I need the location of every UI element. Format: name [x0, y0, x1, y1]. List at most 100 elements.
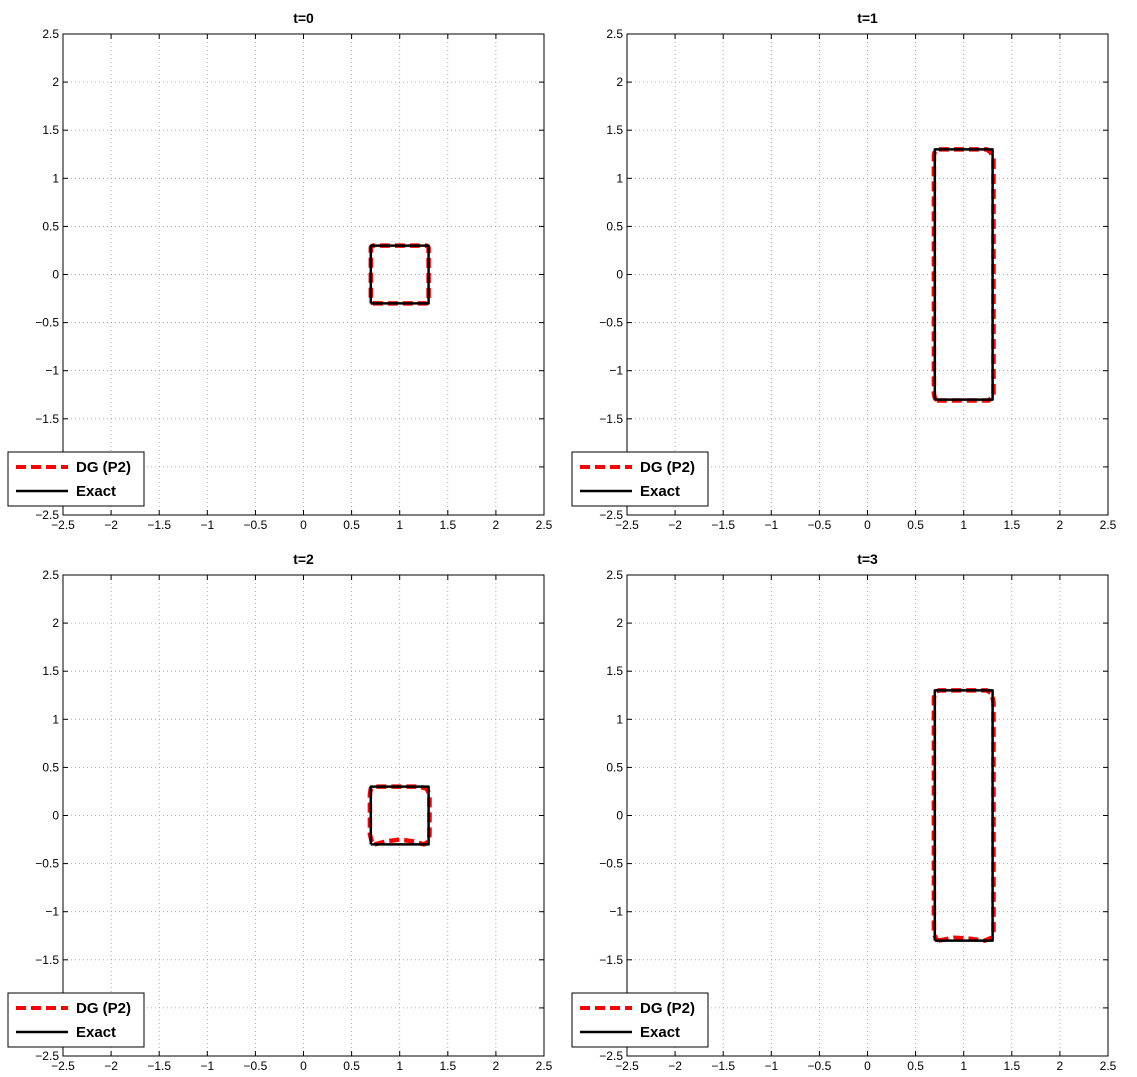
panel-title: t=1 — [857, 10, 878, 26]
x-tick-label: 2 — [1057, 1059, 1064, 1073]
y-tick-label: −0.5 — [35, 857, 59, 871]
x-tick-label: 2.5 — [536, 518, 553, 532]
x-tick-label: −1.5 — [147, 1059, 171, 1073]
legend-label: DG (P2) — [76, 459, 131, 476]
panel-title: t=2 — [293, 551, 314, 567]
y-tick-label: −0.5 — [599, 857, 623, 871]
y-tick-label: −0.5 — [599, 316, 623, 330]
x-tick-label: 0 — [864, 1059, 871, 1073]
legend-box — [571, 451, 709, 507]
x-tick-label: −1 — [200, 1059, 214, 1073]
x-tick-label: 1.5 — [439, 1059, 456, 1073]
x-tick-label: −2 — [104, 518, 118, 532]
y-tick-label: −2.5 — [35, 508, 59, 522]
x-tick-label: 1 — [960, 1059, 967, 1073]
x-tick-label: −2 — [104, 1059, 118, 1073]
y-tick-label: 1 — [52, 171, 59, 185]
x-tick-label: 2.5 — [536, 1059, 553, 1073]
y-tick-label: −1 — [609, 364, 623, 378]
x-tick-label: −2.5 — [51, 1059, 75, 1073]
series-line-exact — [933, 689, 994, 942]
y-tick-label: 2.5 — [606, 27, 623, 41]
y-tick-label: 0.5 — [606, 760, 623, 774]
y-tick-label: −2.5 — [599, 1049, 623, 1063]
x-tick-label: 0 — [300, 1059, 307, 1073]
y-tick-label: 2.5 — [606, 568, 623, 582]
plot-panel-0: −2.5−2−1.5−1−0.500.511.522.5−2.5−2−1.5−1… — [7, 10, 553, 532]
y-tick-label: 0 — [616, 809, 623, 823]
x-tick-label: −2 — [668, 518, 682, 532]
y-tick-label: 0 — [52, 268, 59, 282]
x-tick-label: 0.5 — [343, 1059, 360, 1073]
legend-box — [571, 992, 709, 1048]
legend-label: Exact — [76, 1024, 116, 1041]
panel-title: t=3 — [857, 551, 878, 567]
legend-label: DG (P2) — [76, 1000, 131, 1017]
y-tick-label: 1.5 — [606, 664, 623, 678]
x-tick-label: 2 — [493, 518, 500, 532]
series-line-exact — [933, 148, 994, 401]
x-tick-label: 1.5 — [1003, 518, 1020, 532]
y-tick-label: 2 — [616, 75, 623, 89]
y-tick-label: 2.5 — [42, 568, 59, 582]
x-tick-label: −0.5 — [808, 518, 832, 532]
x-tick-label: −2 — [668, 1059, 682, 1073]
x-tick-label: 1 — [396, 1059, 403, 1073]
x-tick-label: 0.5 — [907, 1059, 924, 1073]
plot-panel-2: −2.5−2−1.5−1−0.500.511.522.5−2.5−2−1.5−1… — [7, 551, 553, 1073]
y-tick-label: 1 — [616, 712, 623, 726]
x-tick-label: −1.5 — [711, 1059, 735, 1073]
x-tick-label: 1.5 — [1003, 1059, 1020, 1073]
panel-title: t=0 — [293, 10, 314, 26]
x-tick-label: −1.5 — [711, 518, 735, 532]
y-tick-label: 0 — [52, 809, 59, 823]
x-tick-label: 0 — [300, 518, 307, 532]
y-tick-label: 0.5 — [42, 760, 59, 774]
y-tick-label: 1.5 — [42, 664, 59, 678]
legend: DG (P2) Exact — [571, 992, 709, 1048]
x-tick-label: −0.5 — [808, 1059, 832, 1073]
y-tick-label: −1.5 — [35, 412, 59, 426]
legend-box — [7, 451, 145, 507]
x-tick-label: 0.5 — [343, 518, 360, 532]
y-tick-label: −1 — [45, 364, 59, 378]
series-line-exact — [369, 244, 430, 305]
legend-label: Exact — [76, 483, 116, 500]
plot-panel-3: −2.5−2−1.5−1−0.500.511.522.5−2.5−2−1.5−1… — [571, 551, 1117, 1073]
x-tick-label: −0.5 — [244, 1059, 268, 1073]
y-tick-label: −1.5 — [599, 953, 623, 967]
legend: DG (P2) Exact — [7, 451, 145, 507]
legend: DG (P2) Exact — [7, 992, 145, 1048]
x-tick-label: −1 — [200, 518, 214, 532]
x-tick-label: −2.5 — [51, 518, 75, 532]
x-tick-label: 1 — [960, 518, 967, 532]
legend-label: DG (P2) — [640, 459, 695, 476]
y-tick-label: 1.5 — [42, 123, 59, 137]
x-tick-label: 0 — [864, 518, 871, 532]
plot-panel-1: −2.5−2−1.5−1−0.500.511.522.5−2.5−2−1.5−1… — [571, 10, 1117, 532]
y-tick-label: 1 — [52, 712, 59, 726]
y-tick-label: 1 — [616, 171, 623, 185]
y-tick-label: −0.5 — [35, 316, 59, 330]
x-tick-label: 1.5 — [439, 518, 456, 532]
x-tick-label: 2.5 — [1100, 1059, 1117, 1073]
y-tick-label: 0.5 — [42, 219, 59, 233]
x-tick-label: 2 — [493, 1059, 500, 1073]
series-line-exact — [369, 785, 430, 846]
y-tick-label: 0.5 — [606, 219, 623, 233]
legend: DG (P2) Exact — [571, 451, 709, 507]
x-tick-label: −1 — [764, 518, 778, 532]
x-tick-label: −1 — [764, 1059, 778, 1073]
x-tick-label: −0.5 — [244, 518, 268, 532]
legend-box — [7, 992, 145, 1048]
y-tick-label: 2 — [616, 616, 623, 630]
x-tick-label: −2.5 — [615, 518, 639, 532]
legend-label: DG (P2) — [640, 1000, 695, 1017]
x-tick-label: 2.5 — [1100, 518, 1117, 532]
y-tick-label: −2.5 — [35, 1049, 59, 1063]
legend-label: Exact — [640, 1024, 680, 1041]
y-tick-label: −1 — [45, 905, 59, 919]
x-tick-label: −1.5 — [147, 518, 171, 532]
y-tick-label: −1 — [609, 905, 623, 919]
